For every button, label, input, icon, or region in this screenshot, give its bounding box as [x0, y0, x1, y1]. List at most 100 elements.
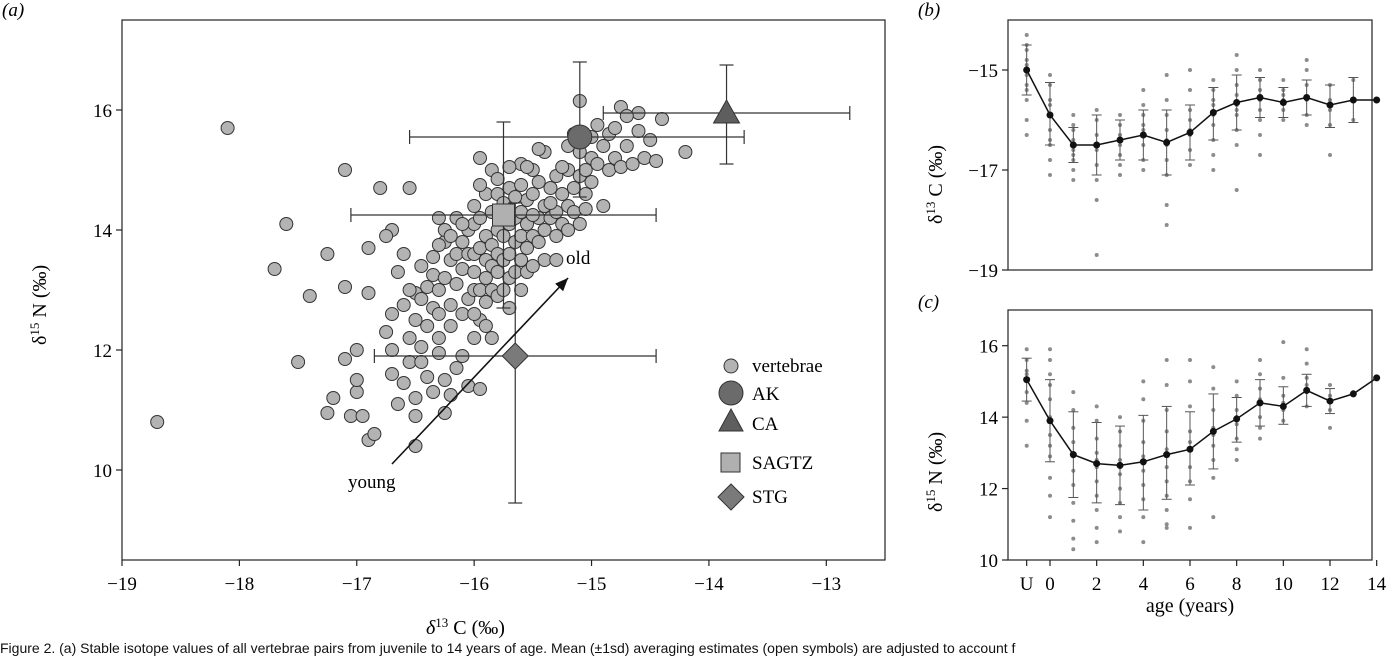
legend-sagtz-marker: [720, 452, 741, 473]
b-raw-point-0-6: [1024, 118, 1029, 122]
annotation-old: old: [566, 248, 591, 269]
vertebra-point-48: [431, 331, 446, 345]
figure-caption: Figure 2. (a) Stable isotope values of a…: [0, 640, 1016, 656]
panel-c-y-label: δ15 N (‰): [923, 432, 948, 512]
b-raw-point-3-6: [1094, 198, 1099, 202]
c-raw-point-6-1: [1164, 383, 1169, 387]
vertebra-point-49: [431, 307, 446, 321]
vertebra-point-128: [537, 223, 552, 237]
b-mean-point-1: [1046, 111, 1054, 119]
legend-stg-label: STG: [752, 487, 788, 508]
vertebra-point-154: [596, 139, 611, 153]
vertebra-point-132: [543, 181, 558, 195]
vertebra-point-8: [326, 391, 341, 405]
b-raw-point-9-1: [1234, 68, 1239, 72]
c-raw-point-5-0: [1141, 379, 1146, 384]
panel-c-letter: (c): [918, 292, 939, 313]
panel-b-letter: (b): [918, 0, 940, 21]
panel-c-y-label-mass: 15: [923, 490, 938, 503]
vertebra-point-105: [502, 247, 517, 261]
panel-c-y-ticks: 16 14 12 10: [979, 337, 1008, 572]
c-raw-point-6-10: [1164, 522, 1169, 527]
vertebra-point-10: [338, 280, 352, 294]
c-mean-point-15: [1373, 374, 1381, 382]
panel-b-frame: [1007, 19, 1373, 271]
y-tick-label-2: 14: [93, 221, 113, 242]
b-raw-point-12-5: [1304, 123, 1309, 127]
x-label-element: C (‰): [448, 617, 505, 639]
c-raw-point-11-1: [1281, 375, 1286, 380]
panel-a-legend: vertebrae AK CA SAGTZ STG: [717, 356, 823, 511]
vertebra-point-175: [508, 190, 523, 204]
vertebra-point-81: [473, 241, 487, 255]
vertebra-point-72: [467, 331, 482, 345]
b-mean-point-6: [1163, 139, 1171, 146]
vertebra-point-192: [402, 283, 417, 297]
b-raw-point-9-0: [1234, 53, 1239, 57]
vertebra-point-150: [578, 163, 593, 177]
vertebra-point-112: [514, 253, 529, 267]
c-mean-point-13: [1326, 397, 1334, 405]
c-raw-point-13-0: [1328, 383, 1332, 387]
c-mean-point-11: [1279, 402, 1287, 410]
b-mean-point-2: [1069, 141, 1077, 149]
c-raw-point-3-7: [1094, 508, 1099, 512]
c-raw-point-8-1: [1211, 386, 1216, 391]
vertebra-point-65: [455, 307, 470, 321]
c-y-tick-label-0: 16: [979, 337, 998, 358]
c-raw-point-6-8: [1164, 508, 1169, 512]
b-mean-point-14: [1349, 96, 1357, 104]
b-raw-point-1-6: [1048, 173, 1052, 177]
c-mean-point-6: [1163, 451, 1171, 459]
c-raw-point-10-5: [1258, 425, 1262, 430]
vertebra-point-145: [572, 217, 587, 231]
b-raw-point-0-7: [1024, 133, 1029, 137]
b-raw-point-10-6: [1258, 133, 1262, 137]
vertebra-point-111: [514, 283, 529, 297]
c-raw-point-7-1: [1188, 379, 1192, 384]
vertebra-point-134: [549, 229, 564, 243]
vertebra-point-59: [443, 229, 458, 243]
b-raw-point-2-5: [1071, 168, 1076, 172]
legend-ak-label: AK: [752, 384, 780, 405]
vertebra-point-67: [455, 235, 470, 249]
vertebra-point-9: [338, 352, 352, 366]
b-raw-point-2-7: [1071, 123, 1076, 127]
vertebra-point-183: [443, 388, 458, 402]
panel-c: (c) 16 14 12 10 U 0 2 4 6 8 10 12 14 δ15 N (‰) age …: [918, 292, 1387, 617]
vertebra-point-190: [467, 307, 482, 321]
c-raw-point-1-1: [1048, 358, 1052, 362]
c-raw-point-2-8: [1071, 518, 1076, 523]
vertebra-point-50: [431, 283, 446, 297]
b-mean-point-0: [1023, 66, 1031, 74]
c-raw-point-5-8: [1141, 515, 1146, 520]
legend-sagtz-label: SAGTZ: [752, 453, 813, 474]
vertebra-point-1: [220, 121, 235, 135]
vertebra-point-12: [343, 409, 358, 423]
c-x-tick-label-2: 2: [1092, 574, 1102, 595]
b-raw-point-2-6: [1071, 178, 1076, 182]
vertebra-point-124: [531, 235, 546, 249]
c-raw-point-13-3: [1328, 425, 1332, 430]
vertebra-point-62: [449, 247, 464, 261]
panel-c-mean-line: [1023, 374, 1381, 469]
vertebra-point-51: [437, 406, 452, 420]
vertebra-point-57: [443, 298, 458, 312]
vertebra-point-43: [426, 385, 441, 399]
vertebra-point-83: [478, 295, 493, 309]
sagtz-mean-marker: [492, 203, 515, 227]
c-raw-point-2-9: [1071, 536, 1076, 541]
c-mean-point-1: [1046, 417, 1054, 425]
b-raw-point-8-0: [1211, 78, 1216, 82]
c-x-tick-label-1: 0: [1045, 574, 1055, 595]
vertebra-point-167: [643, 133, 658, 147]
c-x-tick-label-7: 12: [1321, 574, 1340, 595]
b-y-tick-label-2: −19: [968, 261, 998, 282]
vertebra-point-151: [584, 175, 599, 189]
b-raw-point-7-1: [1188, 88, 1192, 92]
c-raw-point-11-0: [1281, 340, 1286, 345]
x-tick-label-2: −17: [342, 574, 372, 595]
vertebra-point-169: [655, 112, 669, 126]
c-raw-point-5-9: [1141, 540, 1146, 545]
